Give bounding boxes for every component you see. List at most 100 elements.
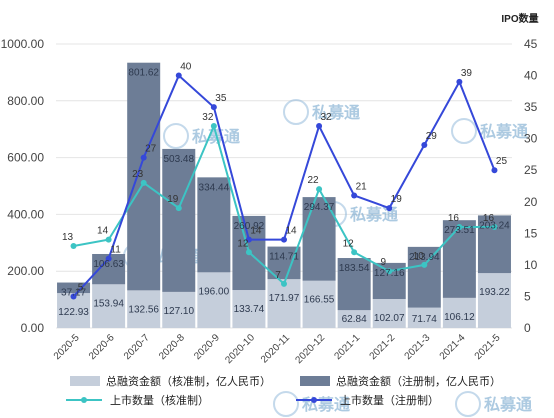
line-label: 14 [97,226,109,237]
bar-label-registration: 106.63 [93,259,124,270]
bar-label-approval: 132.56 [128,304,159,315]
bar-label-registration: 260.92 [234,221,265,232]
line-label: 19 [391,194,403,205]
bar-label-registration: 127.16 [374,268,405,279]
y-left-tick-label: 800.00 [7,94,44,108]
x-tick-label: 2020-5 [52,332,82,362]
legend-label: 上市数量（注册制） [340,393,439,407]
line-label: 9 [380,257,386,268]
watermark-logo-icon [283,99,309,125]
line-label: 5 [78,282,84,293]
x-tick-label: 2020-9 [192,332,222,362]
x-tick-label: 2021-4 [438,332,468,362]
data-point [421,141,428,148]
y-right-tick-label: 20 [524,195,538,209]
line-label: 22 [308,175,320,186]
line-label: 12 [343,238,355,249]
bar-label-approval: 122.93 [58,307,89,318]
bar-label-approval: 193.22 [479,287,510,298]
x-tick-label: 2021-2 [368,332,398,362]
watermark-text: 私募通 [484,395,532,414]
watermark: 私募通 [455,391,532,417]
bar-label-registration: 37.17 [61,288,86,299]
legend-label: 上市数量（核准制） [110,393,209,407]
y-right-tick-label: 10 [524,258,538,272]
data-point [456,224,463,231]
bar-label-registration: 213.94 [409,252,440,263]
legend-item: 上市数量（注册制） [296,393,439,407]
x-tick-label: 2020-10 [223,332,257,366]
data-point [175,72,182,79]
line-label: 14 [285,226,297,237]
y-right-tick-label: 35 [524,100,538,114]
legend-item: 总融资金额（注册制，亿人民币） [300,374,501,388]
bar-approval [477,273,511,328]
legend-label: 总融资金额（核准制，亿人民币） [106,374,271,388]
line-label: 19 [167,194,179,205]
x-tick-label: 2020-7 [122,332,152,362]
y-left-tick-label: 400.00 [7,207,44,221]
watermark: 私募通 [163,123,240,149]
bar-label-registration: 294.37 [304,202,335,213]
bar-label-registration: 801.62 [128,68,159,79]
bar-label-approval: 62.84 [342,314,367,325]
bar-label-registration: 273.51 [444,225,475,236]
line-label: 29 [426,131,438,142]
data-point [281,236,287,243]
bar-label-registration: 503.48 [163,154,194,165]
line-label: 27 [145,144,157,155]
data-point [140,154,147,161]
watermark-text: 私募通 [312,103,360,122]
data-point [456,78,463,85]
data-point [316,123,323,130]
line-label: 39 [461,68,473,79]
bar-label-registration: 334.44 [199,182,230,193]
watermark-logo-icon [451,118,477,144]
line-data-labels: 13 14 23 19 32 12 7 22 12 9 10 16 16 5 11 27 40 35 14 14 32 2… [62,62,507,294]
x-tick-label: 2021-5 [473,332,503,362]
bar-approval [127,290,161,328]
data-point [70,293,77,300]
x-tick-label: 2021-3 [403,332,433,362]
x-ticks: 2020-5 2020-6 2020-7 2020-8 2020-9 2020-10 202… [52,332,503,366]
line-label: 40 [180,62,192,73]
bar-label-approval: 166.55 [304,295,335,306]
line-label: 16 [483,213,495,224]
y-right-tick-label: 5 [524,289,531,303]
bar-approval [232,290,266,328]
watermark-logo-icon [163,123,189,149]
legend-swatch [70,376,100,386]
bar-registration [57,282,91,294]
bar-registration [127,62,161,291]
bar-label-approval: 106.12 [444,312,475,323]
line-label: 16 [448,213,460,224]
bar-label-registration: 183.54 [339,263,370,274]
bar-label-registration: 203.24 [479,220,510,231]
bar-approval [92,284,126,328]
data-point [386,205,393,212]
bar-approval [337,310,371,328]
data-point [281,280,287,287]
x-tick-label: 2020-8 [157,332,187,362]
bar-registration [337,258,371,311]
line-label: 35 [215,93,227,104]
bar-approval [372,299,406,328]
bar-label-approval: 153.94 [93,298,124,309]
line-label: 32 [202,112,214,123]
bar-registration [407,246,441,308]
watermark-text: 私募通 [350,205,398,224]
legend: 总融资金额（核准制，亿人民币） 总融资金额（注册制，亿人民币） 上市数量（核准制） 上… [66,374,501,407]
bar-registration [442,220,476,298]
bar-approval [197,272,231,328]
legend-marker [311,397,317,403]
line-label: 14 [250,226,262,237]
line-label: 10 [413,251,425,262]
y-right-tick-label: 30 [524,132,538,146]
x-tick-label: 2020-11 [259,332,293,366]
bar-label-approval: 171.97 [269,293,300,304]
lines [70,72,498,300]
bar-label-registration: 114.71 [269,252,299,263]
bar-approval [407,307,441,328]
legend-item: 上市数量（核准制） [66,393,209,407]
data-point [386,268,393,275]
